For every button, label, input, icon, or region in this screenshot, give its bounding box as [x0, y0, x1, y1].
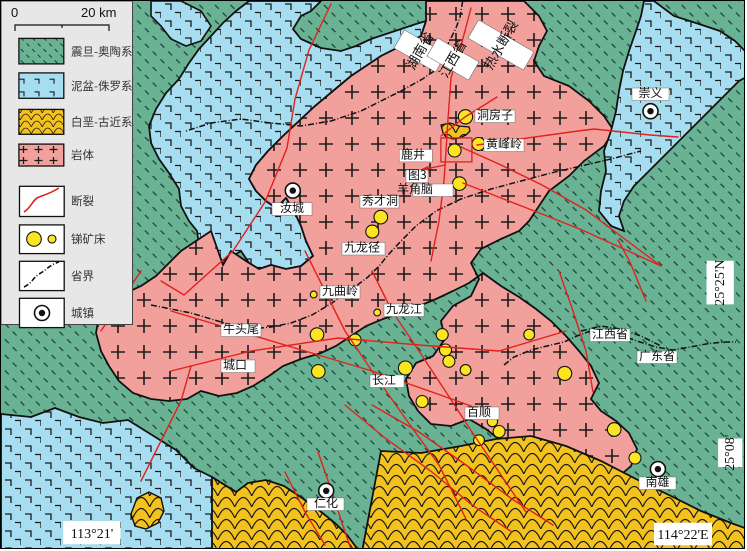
svg-text:羊角脑: 羊角脑: [397, 180, 433, 197]
svg-text:113°21': 113°21': [71, 527, 114, 542]
svg-text:汝城: 汝城: [280, 199, 304, 216]
svg-text:震旦-奥陶系: 震旦-奥陶系: [71, 44, 133, 60]
svg-text:黄峰岭: 黄峰岭: [486, 135, 522, 152]
svg-text:牛头尾: 牛头尾: [223, 320, 259, 337]
svg-text:114°22'E: 114°22'E: [657, 528, 708, 543]
svg-text:泥盆-侏罗系: 泥盆-侏罗系: [71, 78, 133, 94]
svg-text:百顺: 百顺: [467, 403, 491, 420]
svg-text:城镇: 城镇: [71, 305, 94, 321]
svg-text:九龙江: 九龙江: [386, 300, 422, 317]
svg-text:省界: 省界: [71, 268, 94, 284]
svg-text:白垩-古近系: 白垩-古近系: [71, 114, 133, 130]
svg-text:城口: 城口: [223, 356, 247, 373]
svg-text:断裂: 断裂: [71, 193, 94, 209]
svg-text:20 km: 20 km: [81, 5, 116, 20]
svg-text:锑矿床: 锑矿床: [71, 231, 106, 247]
svg-text:岩体: 岩体: [71, 147, 94, 163]
svg-text:九龙径: 九龙径: [344, 239, 380, 256]
svg-text:江西省: 江西省: [592, 325, 628, 342]
svg-text:25°25'N: 25°25'N: [713, 259, 728, 305]
svg-text:秀才洞: 秀才洞: [362, 192, 398, 209]
svg-text:0: 0: [11, 5, 18, 20]
svg-text:广东省: 广东省: [639, 347, 675, 364]
svg-text:25°08': 25°08': [723, 435, 738, 471]
svg-text:洞房子: 洞房子: [477, 106, 513, 123]
svg-text:崇义: 崇义: [638, 84, 662, 101]
svg-text:九曲岭: 九曲岭: [322, 282, 358, 299]
svg-text:长江: 长江: [372, 371, 396, 388]
svg-text:仁化: 仁化: [314, 494, 338, 511]
svg-text:南雄: 南雄: [645, 473, 669, 490]
svg-text:鹿井: 鹿井: [401, 146, 425, 163]
